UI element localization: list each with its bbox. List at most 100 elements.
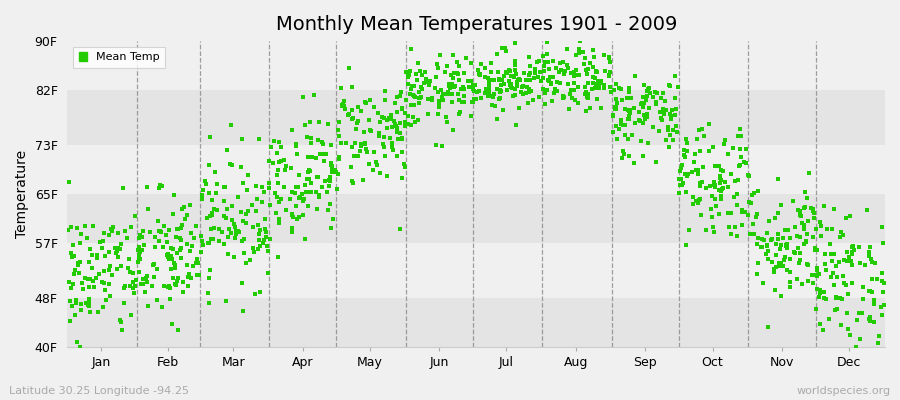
Point bbox=[221, 226, 236, 232]
Point bbox=[590, 69, 604, 75]
Point bbox=[845, 251, 859, 258]
Point bbox=[410, 76, 424, 83]
Point bbox=[769, 264, 783, 270]
Point bbox=[239, 211, 254, 218]
Point bbox=[311, 174, 326, 181]
Point bbox=[289, 142, 303, 149]
Point bbox=[760, 230, 774, 236]
Point bbox=[827, 205, 842, 212]
Point bbox=[67, 271, 81, 277]
Point bbox=[499, 48, 513, 54]
Point bbox=[396, 161, 410, 167]
Point bbox=[359, 146, 374, 152]
Point bbox=[580, 93, 594, 100]
Point bbox=[162, 256, 176, 262]
Point bbox=[668, 95, 682, 101]
Point bbox=[351, 153, 365, 159]
Point bbox=[675, 162, 689, 168]
Point bbox=[406, 101, 420, 108]
Point bbox=[608, 106, 623, 112]
Point bbox=[801, 277, 815, 284]
Point bbox=[648, 89, 662, 96]
Point bbox=[382, 135, 397, 141]
Point bbox=[739, 146, 753, 152]
Point bbox=[143, 228, 157, 235]
Point bbox=[114, 327, 129, 333]
Point bbox=[202, 134, 217, 140]
Point bbox=[228, 234, 242, 241]
Point bbox=[272, 159, 286, 165]
Point bbox=[158, 232, 173, 238]
Point bbox=[836, 280, 850, 286]
Point bbox=[403, 90, 418, 97]
Point bbox=[560, 46, 574, 52]
Point bbox=[451, 71, 465, 77]
Point bbox=[875, 270, 889, 276]
Point bbox=[621, 116, 635, 122]
Point bbox=[755, 236, 770, 242]
Point bbox=[390, 109, 404, 115]
Point bbox=[877, 301, 891, 308]
Point bbox=[184, 275, 198, 282]
Point bbox=[256, 240, 270, 246]
Point bbox=[164, 266, 178, 272]
Point bbox=[111, 254, 125, 260]
Point bbox=[102, 248, 116, 255]
Point bbox=[555, 92, 570, 99]
Point bbox=[841, 258, 855, 264]
Point bbox=[635, 104, 650, 110]
Point bbox=[580, 95, 595, 101]
Point bbox=[583, 59, 598, 66]
Point bbox=[482, 77, 497, 83]
Point bbox=[652, 128, 667, 135]
Point bbox=[149, 297, 164, 303]
Point bbox=[516, 91, 530, 97]
Point bbox=[622, 153, 636, 160]
Point bbox=[616, 97, 630, 104]
Point bbox=[506, 93, 520, 99]
Point bbox=[508, 40, 523, 46]
Point bbox=[384, 124, 399, 130]
Point bbox=[586, 80, 600, 86]
Point bbox=[300, 176, 314, 182]
Point bbox=[241, 207, 256, 214]
Point bbox=[623, 107, 637, 114]
Point bbox=[227, 220, 241, 227]
Point bbox=[514, 88, 528, 95]
Point bbox=[663, 115, 678, 122]
Point bbox=[743, 200, 758, 206]
Point bbox=[454, 109, 468, 116]
Point bbox=[290, 216, 304, 222]
Point bbox=[60, 227, 75, 233]
Point bbox=[260, 242, 274, 249]
Point bbox=[139, 275, 153, 281]
Point bbox=[262, 180, 276, 186]
Point bbox=[174, 237, 188, 243]
Point bbox=[202, 240, 216, 246]
Point bbox=[239, 259, 254, 266]
Point bbox=[125, 270, 140, 276]
Point bbox=[555, 95, 570, 102]
Point bbox=[779, 241, 794, 247]
Point bbox=[134, 281, 148, 287]
Point bbox=[522, 71, 536, 78]
Point bbox=[733, 126, 747, 133]
Point bbox=[874, 304, 888, 310]
Point bbox=[148, 244, 162, 250]
Point bbox=[800, 195, 814, 201]
Point bbox=[132, 254, 147, 261]
Point bbox=[212, 226, 226, 232]
Point bbox=[164, 245, 178, 251]
Point bbox=[92, 271, 106, 277]
Point bbox=[258, 216, 273, 222]
Point bbox=[497, 81, 511, 87]
Point bbox=[153, 227, 167, 234]
Point bbox=[393, 130, 408, 136]
Point bbox=[592, 80, 607, 87]
Point bbox=[394, 88, 409, 95]
Point bbox=[235, 136, 249, 142]
Point bbox=[440, 91, 454, 97]
Point bbox=[216, 212, 230, 219]
Point bbox=[603, 59, 617, 65]
Point bbox=[255, 199, 269, 205]
